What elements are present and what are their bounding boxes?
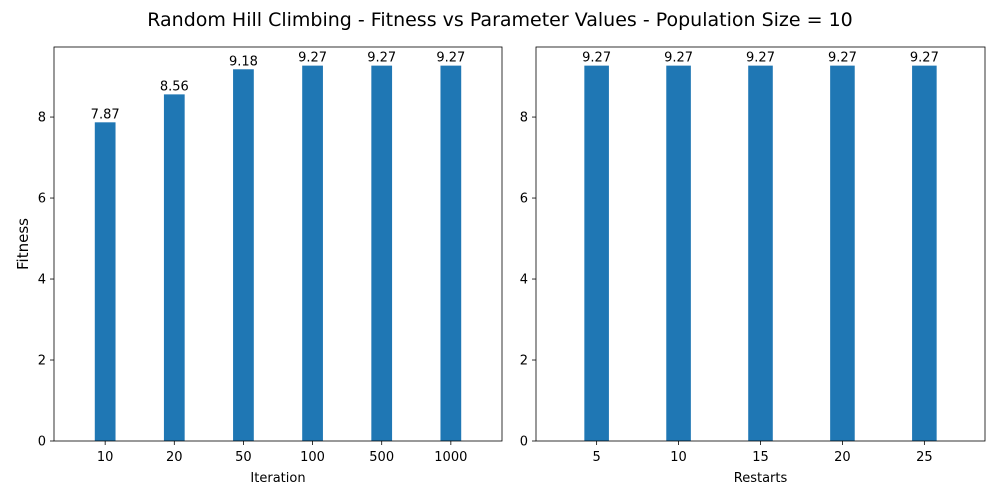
bar-20: [163, 94, 185, 441]
figure-title: Random Hill Climbing - Fitness vs Parame…: [147, 9, 853, 31]
x-tick-label-100: 100: [300, 450, 325, 465]
y-tick-label-4: 4: [520, 273, 528, 288]
bar-100: [302, 65, 323, 442]
bar-25: [912, 65, 937, 442]
x-tick-label-1000: 1000: [434, 450, 467, 465]
bar-15: [748, 65, 773, 442]
y-tick-label-0: 0: [38, 435, 46, 450]
data-label-25: 9.27: [910, 51, 939, 66]
data-label-500: 9.27: [367, 51, 396, 66]
y-tick-label-2: 2: [520, 354, 528, 369]
data-label-10: 7.87: [91, 107, 120, 122]
bar-10: [94, 122, 116, 442]
data-label-100: 9.27: [298, 51, 327, 66]
x-tick-label-20: 20: [166, 450, 183, 465]
x-tick-label-25: 25: [916, 450, 933, 465]
panel-restarts: 9.27 9.27 9.27 9.27 9.27 5 10 15 20 25 0 2 4 6 8 Restar…: [520, 46, 986, 486]
y-tick-label-6: 6: [520, 192, 528, 207]
data-label-10: 9.27: [664, 51, 693, 66]
y-axis-label: Fitness: [14, 218, 32, 270]
axes-frame: [53, 46, 503, 442]
x-tick-label-10: 10: [670, 450, 687, 465]
y-tick-label-4: 4: [38, 273, 46, 288]
y-tick-label-0: 0: [520, 435, 528, 450]
bar-10: [666, 65, 691, 442]
x-tick-label-5: 5: [592, 450, 600, 465]
data-label-50: 9.18: [229, 54, 258, 69]
data-label-1000: 9.27: [436, 51, 465, 66]
x-tick-label-50: 50: [235, 450, 252, 465]
y-tick-label-8: 8: [38, 111, 46, 126]
x-axis-label: Restarts: [734, 471, 788, 486]
bar-5: [584, 65, 609, 442]
data-label-20: 8.56: [160, 79, 189, 94]
bar-500: [371, 65, 393, 442]
bar-50: [233, 69, 254, 441]
x-tick-label-10: 10: [97, 450, 114, 465]
x-tick-label-20: 20: [834, 450, 851, 465]
data-label-20: 9.27: [828, 51, 857, 66]
y-tick-label-8: 8: [520, 111, 528, 126]
x-tick-label-500: 500: [369, 450, 394, 465]
bar-1000: [440, 65, 462, 442]
data-label-5: 9.27: [582, 51, 611, 66]
y-tick-label-6: 6: [38, 192, 46, 207]
data-label-15: 9.27: [746, 51, 775, 66]
bar-20: [830, 65, 855, 442]
x-axis-label: Iteration: [250, 471, 305, 486]
y-tick-label-2: 2: [38, 354, 46, 369]
x-tick-label-15: 15: [752, 450, 769, 465]
